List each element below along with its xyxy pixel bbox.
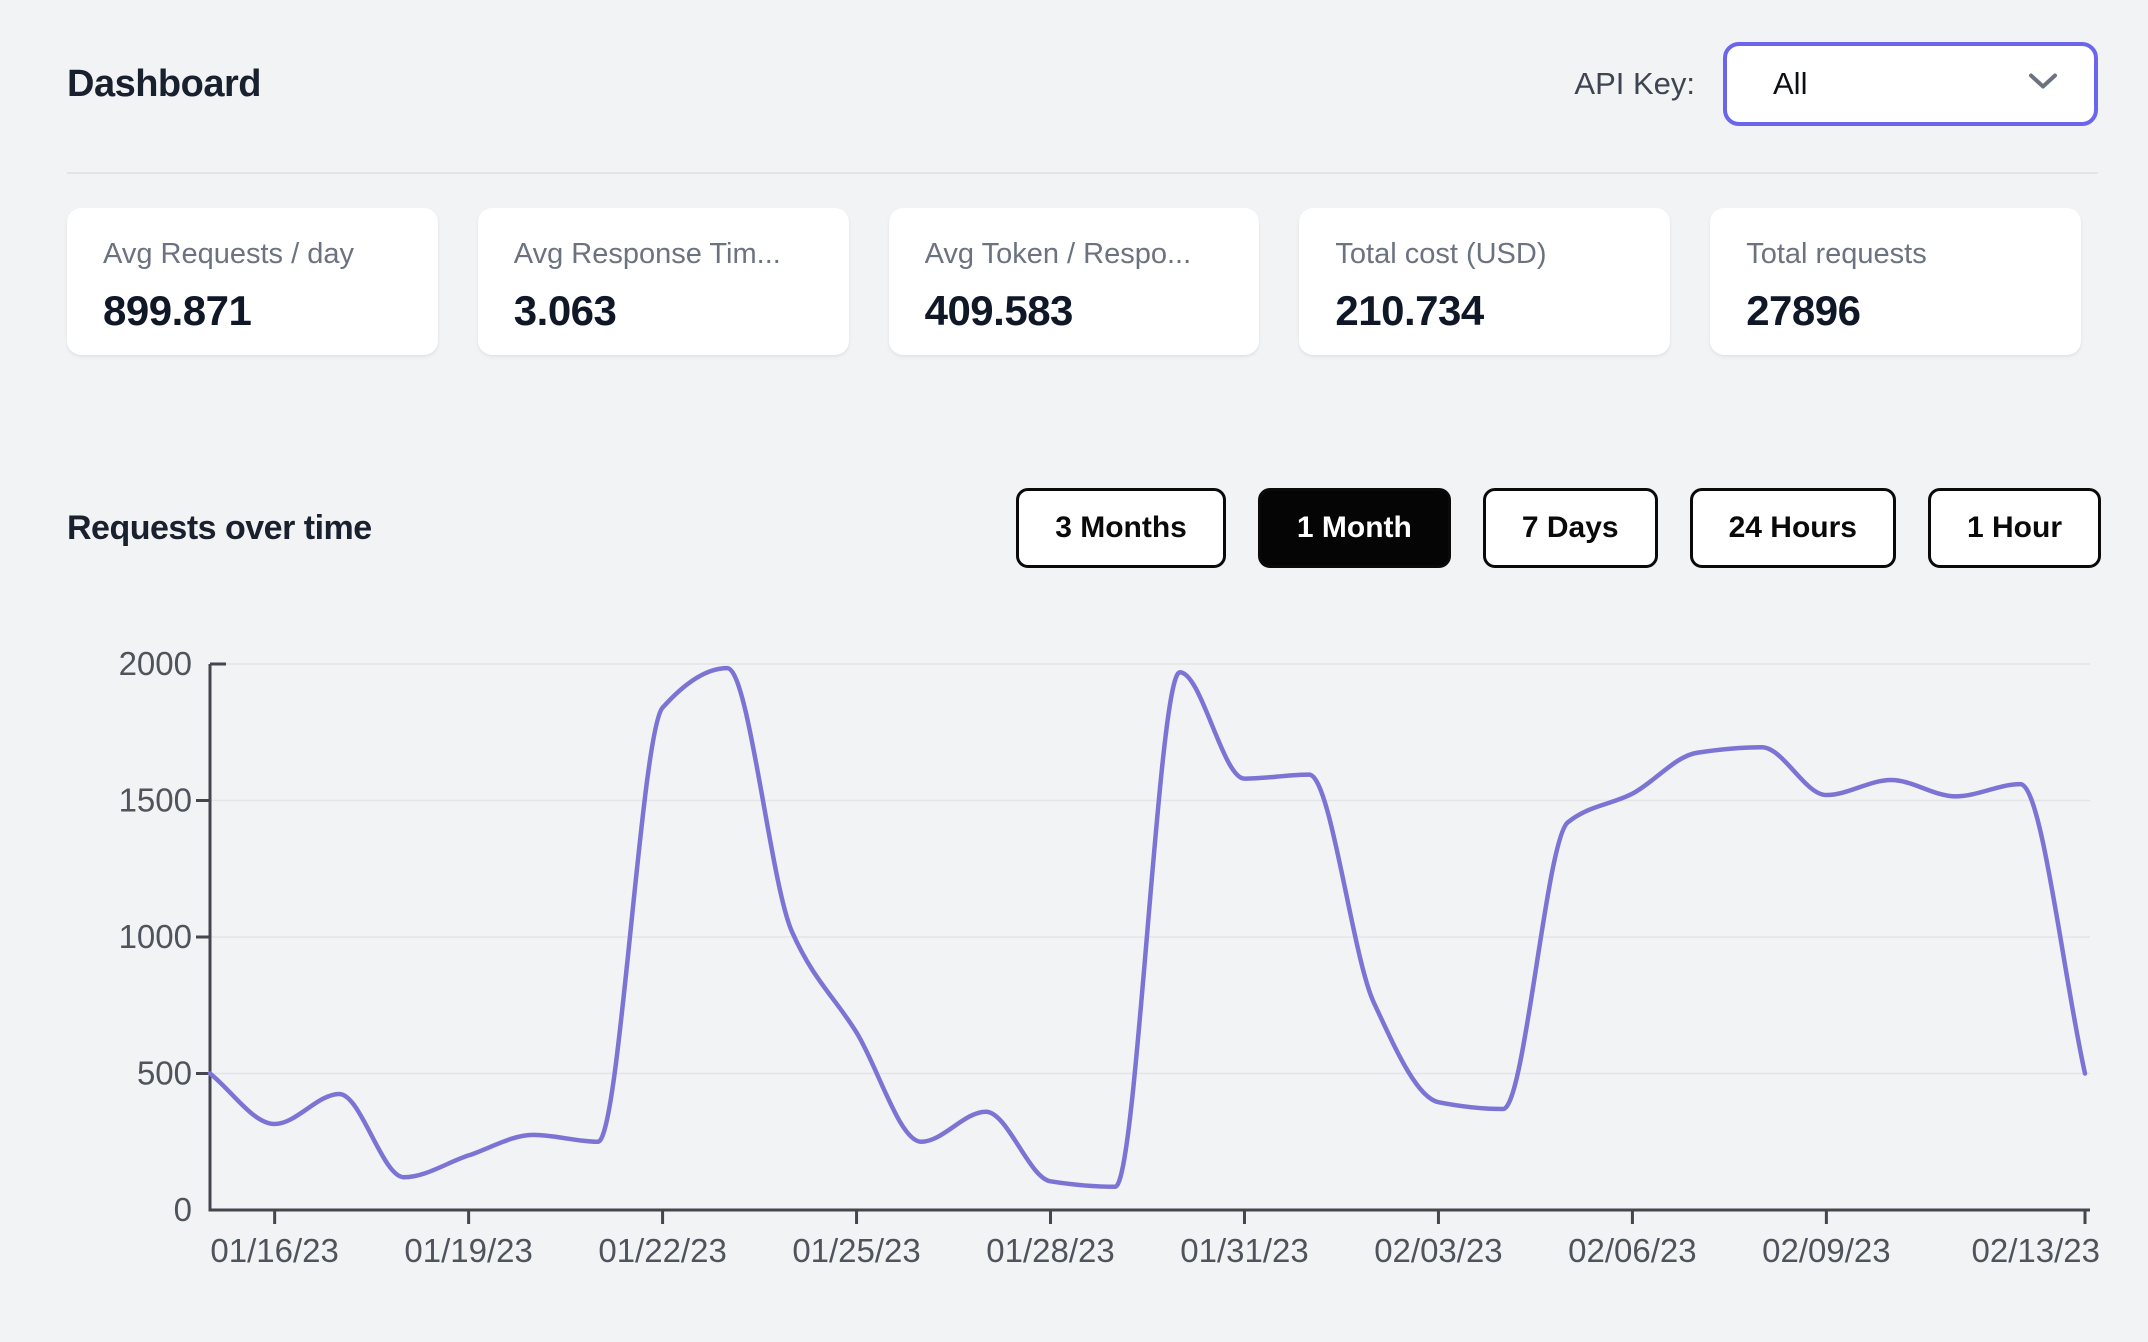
axis-lines bbox=[208, 664, 2090, 1212]
requests-over-time-chart: 0 500 1000 1500 2000 01/16/23 01/19/23 01/22/23… bbox=[0, 610, 2148, 1310]
stat-card-total-requests: Total requests 27896 bbox=[1710, 208, 2081, 355]
range-button-24-hours[interactable]: 24 Hours bbox=[1689, 488, 1896, 568]
stat-card-avg-response-time: Avg Response Tim... 3.063 bbox=[477, 208, 849, 355]
y-axis-label: 1000 bbox=[119, 918, 192, 955]
line-chart-canvas: 0 500 1000 1500 2000 01/16/23 01/19/23 01/22/23… bbox=[119, 645, 2100, 1269]
header: Dashboard API Key: All bbox=[67, 28, 2098, 140]
stat-label: Total cost (USD) bbox=[1335, 238, 1547, 270]
stat-label: Total requests bbox=[1746, 238, 1927, 270]
stat-card-total-cost: Total cost (USD) 210.734 bbox=[1299, 208, 1671, 355]
y-axis-label: 2000 bbox=[119, 645, 192, 682]
range-button-3-months[interactable]: 3 Months bbox=[1016, 488, 1226, 568]
x-axis-label: 01/25/23 bbox=[792, 1232, 920, 1269]
x-axis-label: 02/06/23 bbox=[1568, 1232, 1696, 1269]
x-axis-label: 02/13/23 bbox=[1972, 1232, 2100, 1269]
chevron-down-icon bbox=[2028, 73, 2058, 96]
x-axis-label: 02/09/23 bbox=[1762, 1232, 1890, 1269]
y-axis-label: 1500 bbox=[119, 782, 192, 819]
x-axis-label: 01/28/23 bbox=[986, 1232, 1114, 1269]
api-key-select[interactable]: All bbox=[1723, 42, 2098, 126]
stat-value: 27896 bbox=[1746, 287, 1861, 334]
stat-label: Avg Token / Respo... bbox=[924, 238, 1192, 270]
y-axis-label: 500 bbox=[137, 1055, 192, 1092]
x-axis-label: 01/16/23 bbox=[210, 1232, 338, 1269]
y-axis-label: 0 bbox=[174, 1191, 192, 1228]
api-key-selected-value: All bbox=[1773, 66, 1808, 101]
stat-card-avg-token-response: Avg Token / Respo... 409.583 bbox=[888, 208, 1260, 355]
requests-section-header: Requests over time 3 Months 1 Month 7 Da… bbox=[67, 488, 2101, 568]
range-button-1-month[interactable]: 1 Month bbox=[1257, 488, 1451, 568]
stat-value: 210.734 bbox=[1335, 287, 1484, 334]
stat-value: 409.583 bbox=[924, 287, 1074, 334]
x-axis-label: 01/31/23 bbox=[1180, 1232, 1308, 1269]
range-button-7-days[interactable]: 7 Days bbox=[1482, 488, 1658, 568]
stat-card-avg-requests: Avg Requests / day 899.871 bbox=[67, 208, 438, 355]
stat-value: 899.871 bbox=[103, 287, 252, 334]
header-divider bbox=[67, 172, 2098, 174]
stat-cards: Avg Requests / day 899.871 Avg Response … bbox=[67, 208, 2081, 355]
api-key-group: API Key: All bbox=[1574, 42, 2098, 126]
stat-label: Avg Response Tim... bbox=[513, 238, 781, 270]
range-button-1-hour[interactable]: 1 Hour bbox=[1927, 488, 2101, 568]
api-key-label: API Key: bbox=[1574, 66, 1695, 101]
requests-line-series bbox=[207, 665, 2088, 1190]
x-axis-label: 01/22/23 bbox=[598, 1232, 726, 1269]
stat-value: 3.063 bbox=[513, 287, 617, 334]
section-title: Requests over time bbox=[67, 508, 372, 547]
stat-label: Avg Requests / day bbox=[103, 238, 354, 270]
time-range-buttons: 3 Months 1 Month 7 Days 24 Hours 1 Hour bbox=[1016, 488, 2101, 568]
page-title: Dashboard bbox=[67, 62, 261, 105]
x-axis-label: 02/03/23 bbox=[1374, 1232, 1502, 1269]
x-axis-label: 01/19/23 bbox=[404, 1232, 532, 1269]
